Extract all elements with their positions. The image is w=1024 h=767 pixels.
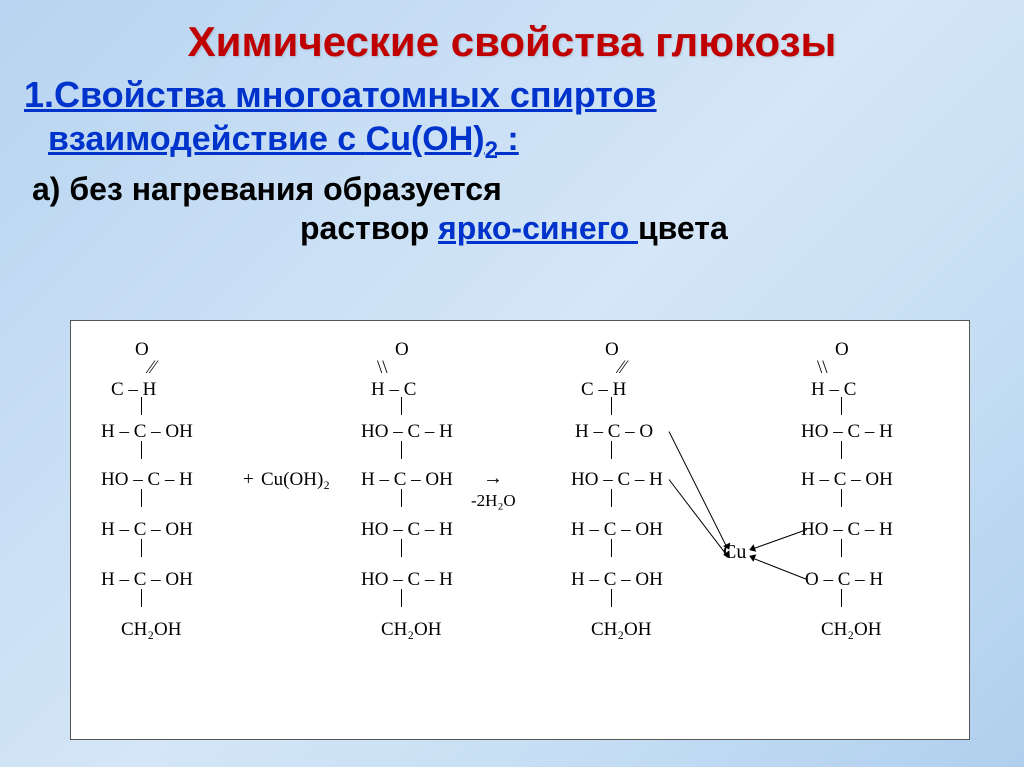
carbon-row: HO – C – H (801, 421, 893, 443)
vbar (841, 589, 842, 607)
vbar (841, 489, 842, 507)
vbar (401, 441, 402, 459)
vbar (841, 539, 842, 557)
result-suffix: цвета (638, 210, 728, 246)
cu-bond (751, 557, 807, 580)
carbon-row: CH₂OH (591, 619, 651, 641)
carbon-row: H – C – OH (801, 469, 893, 491)
cu-bond (751, 529, 807, 550)
vbar (141, 539, 142, 557)
reaction-formula: Cu(OH) (366, 120, 485, 158)
atom-O: O (835, 339, 849, 361)
carbon-row: HO – C – H (801, 519, 893, 541)
atom-O: O (395, 339, 409, 361)
aldehyde-CH: H – C (371, 379, 416, 401)
carbon-row: HO – C – H (361, 421, 453, 443)
vbar (841, 441, 842, 459)
byproduct: -2H₂O (471, 491, 516, 511)
vbar (401, 489, 402, 507)
vbar (841, 397, 842, 415)
carbon-row: H – C – OH (101, 569, 193, 591)
reaction-prefix: взаимодействие с (48, 120, 366, 158)
carbon-row: CH₂OH (821, 619, 881, 641)
vbar (611, 441, 612, 459)
vbar (141, 397, 142, 415)
double-bond: \\ (377, 357, 388, 379)
carbon-row: O – C – H (805, 569, 883, 591)
reaction-arrow: → (483, 467, 503, 490)
reaction-subscript: 2 (485, 137, 498, 164)
vbar (141, 589, 142, 607)
carbon-row: HO – C – H (361, 569, 453, 591)
carbon-row: CH₂OH (121, 619, 181, 641)
aldehyde-CH: H – C (811, 379, 856, 401)
aldehyde-CH: C – H (111, 379, 156, 401)
reaction-diagram: O⁄⁄C – HH – C – OHHO – C – HH – C – OHH … (70, 320, 970, 740)
vbar (611, 397, 612, 415)
carbon-row: HO – C – H (101, 469, 193, 491)
carbon-row: CH₂OH (381, 619, 441, 641)
carbon-row: HO – C – H (571, 469, 663, 491)
vbar (611, 539, 612, 557)
carbon-row: H – C – OH (571, 569, 663, 591)
result-line: раствор ярко-синего цвета (0, 210, 1024, 247)
slide-title: Химические свойства глюкозы (0, 0, 1024, 74)
item-a: а) без нагревания образуется (0, 171, 1024, 210)
vbar (401, 539, 402, 557)
vbar (611, 589, 612, 607)
result-colored: ярко-синего (438, 210, 638, 246)
reaction-suffix: : (498, 120, 519, 158)
carbon-row: H – C – OH (571, 519, 663, 541)
double-bond: ⁄⁄ (149, 357, 155, 379)
carbon-row: H – C – OH (101, 421, 193, 443)
plus-sign: + (243, 469, 254, 491)
vbar (141, 489, 142, 507)
double-bond: ⁄⁄ (619, 357, 625, 379)
aldehyde-CH: C – H (581, 379, 626, 401)
arrowhead (748, 552, 757, 562)
vbar (141, 441, 142, 459)
reagent: Cu(OH)₂ (261, 469, 330, 491)
vbar (611, 489, 612, 507)
carbon-row: H – C – O (575, 421, 653, 443)
atom-O: O (605, 339, 619, 361)
carbon-row: H – C – OH (361, 469, 453, 491)
vbar (401, 397, 402, 415)
result-prefix: раствор (300, 210, 438, 246)
atom-O: O (135, 339, 149, 361)
reaction-line: взаимодействие с Cu(OH)2 : (0, 120, 1024, 171)
double-bond: \\ (817, 357, 828, 379)
section-subtitle: 1.Свойства многоатомных спиртов (0, 74, 1024, 120)
carbon-row: HO – C – H (361, 519, 453, 541)
carbon-row: H – C – OH (101, 519, 193, 541)
vbar (401, 589, 402, 607)
